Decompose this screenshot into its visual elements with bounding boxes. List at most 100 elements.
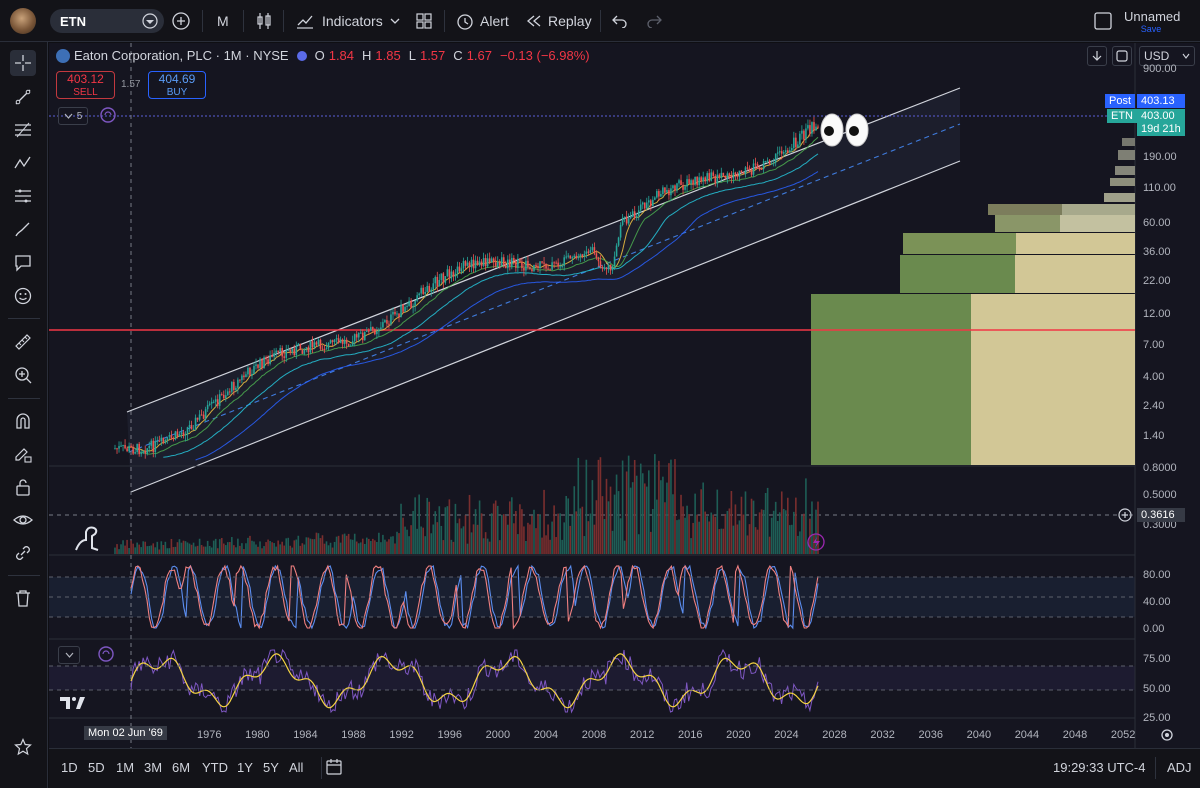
goto-date-button[interactable] [325,758,343,781]
interval-button[interactable]: M [217,0,229,42]
clock-time[interactable]: 19:29:33 UTC-4 [1053,760,1146,775]
watchlist-favorite[interactable] [10,734,36,760]
volume-bar [702,482,704,554]
undo-button[interactable] [612,0,628,42]
candle-body [241,375,243,381]
candle-body [615,245,618,257]
trendline-tool[interactable] [10,84,36,110]
crosshair-tool[interactable] [10,50,36,76]
buy-button[interactable]: 404.69 BUY [148,71,206,99]
range-button-1d[interactable]: 1D [61,760,78,775]
layouts-button[interactable] [416,0,432,42]
replay-button[interactable]: Replay [526,0,592,42]
candle-body [782,152,785,154]
volume-bar [704,511,706,554]
indicator-templates-dropdown[interactable] [390,0,400,42]
volume-bar [498,540,501,554]
compare-eye-icon[interactable] [142,13,158,29]
range-button-3m[interactable]: 3M [144,760,163,775]
candle-body [424,291,427,294]
range-button-ytd[interactable]: YTD [202,760,228,775]
volume-bar [233,545,235,554]
add-symbol-button[interactable] [172,0,190,42]
candle-body [414,300,416,307]
redo-button[interactable] [646,0,662,42]
icon-tool[interactable] [10,283,36,309]
range-button-all[interactable]: All [289,760,304,775]
calendar-arrow-icon [326,759,342,775]
osc-collapse-button[interactable] [58,646,80,664]
price-axis-label: 0.5000 [1143,489,1177,501]
settings-gear-icon[interactable] [1161,729,1173,741]
candle-body [333,339,336,343]
stoch-d-line [130,564,819,630]
scroll-to-end-button[interactable] [1087,46,1107,66]
fullscreen-button[interactable] [1112,46,1132,66]
remove-drawings-tool[interactable] [10,585,36,611]
candle-body [392,311,394,315]
volume-bar [664,502,666,554]
candle-body [660,194,662,197]
symbol-legend[interactable]: Eaton Corporation, PLC · 1M · NYSE O 1.84… [56,48,590,63]
volume-bar [374,540,376,554]
lock-tool[interactable] [10,474,36,500]
avatar[interactable] [10,8,36,34]
text-tool[interactable] [10,250,36,276]
volume-bar [349,539,352,554]
magnet-tool[interactable] [10,408,36,434]
candle-body [359,332,362,334]
adjust-data-toggle[interactable]: ADJ [1167,760,1192,775]
pattern-tool[interactable] [10,150,36,176]
range-button-5d[interactable]: 5D [88,760,105,775]
volume-bar [736,524,739,554]
lightning-icon[interactable] [807,533,825,551]
volume-bar [315,532,318,554]
candle-body [484,258,487,267]
volume-bar [152,543,155,554]
add-alert-plus-icon[interactable] [1118,508,1132,522]
volume-bar [136,542,138,554]
range-button-1m[interactable]: 1M [116,760,135,775]
range-button-1y[interactable]: 1Y [237,760,253,775]
alert-button[interactable]: Alert [456,0,509,42]
candle-body [237,379,239,388]
layout-name-button[interactable]: Unnamed Save [1124,9,1180,34]
indicators-button[interactable]: Indicators [296,0,383,42]
volume-bar [593,524,596,554]
volume-bar [361,538,364,554]
ruler-tool[interactable] [10,329,36,355]
volume-bar [269,540,271,554]
chart-type-button[interactable] [256,0,272,42]
candle-body [235,387,237,391]
symbol-search[interactable]: ETN [50,9,164,33]
link-tool[interactable] [10,540,36,566]
volume-bar [750,498,753,554]
layout-checkbox[interactable] [1094,0,1112,42]
indicators-collapse-button[interactable]: 5 [58,107,88,125]
volume-bar [313,539,316,554]
brush-tool[interactable] [10,216,36,242]
volume-bar [190,544,193,554]
volume-bar [686,505,688,554]
range-button-5y[interactable]: 5Y [263,760,279,775]
osc-sync-button[interactable] [98,646,114,667]
candle-body [686,179,688,187]
volume-bar [645,486,648,554]
candle-body [166,436,169,441]
volume-bar [504,515,507,554]
volume-bar [249,535,251,554]
sync-button[interactable] [100,107,116,128]
projection-tool[interactable] [10,183,36,209]
candle-body [726,173,729,179]
range-button-6m[interactable]: 6M [172,760,191,775]
zoom-tool[interactable] [10,362,36,388]
sell-button[interactable]: 403.12 SELL [56,71,115,99]
fib-tool[interactable] [10,117,36,143]
stay-drawing-tool[interactable] [10,441,36,467]
volume-bar [533,509,535,554]
candle-body [569,255,572,259]
candle-body [325,348,328,350]
visibility-tool[interactable] [10,507,36,533]
volume-bar [652,508,654,554]
currency-select[interactable]: USD [1139,46,1195,66]
